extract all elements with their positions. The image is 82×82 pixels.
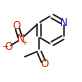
Text: −: −: [1, 42, 8, 51]
Text: O: O: [4, 42, 13, 52]
Text: O: O: [40, 59, 49, 69]
Text: +: +: [21, 40, 27, 46]
Text: N: N: [17, 34, 25, 44]
Text: O: O: [13, 21, 21, 31]
Text: N: N: [60, 18, 68, 28]
